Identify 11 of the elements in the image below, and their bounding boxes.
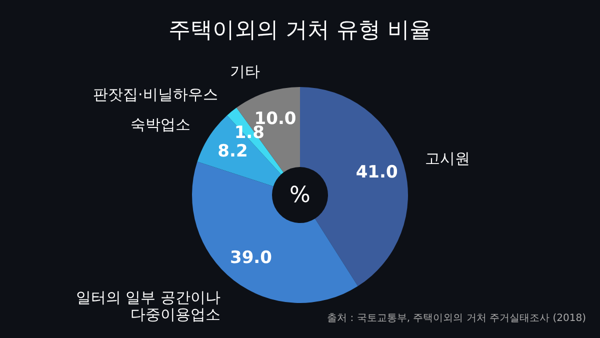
slice-label: 판잣집·비닐하우스 xyxy=(92,85,218,104)
source-note: 출처 : 국토교통부, 주택이외의 거처 주거실태조사 (2018) xyxy=(327,313,586,324)
data-label: 41.0 xyxy=(356,162,398,183)
slice-label: 일터의 일부 공간이나 다중이용업소 xyxy=(76,288,220,324)
data-label: 39.0 xyxy=(230,248,272,268)
chart-title: 주택이외의 거처 유형 비율 xyxy=(168,18,432,43)
data-label: 8.2 xyxy=(218,142,248,162)
slice-label: 기타 xyxy=(230,62,260,80)
text: % xyxy=(290,183,310,208)
slice-label: 숙박업소 xyxy=(130,116,191,134)
slice-label: 고시원 xyxy=(424,150,470,168)
